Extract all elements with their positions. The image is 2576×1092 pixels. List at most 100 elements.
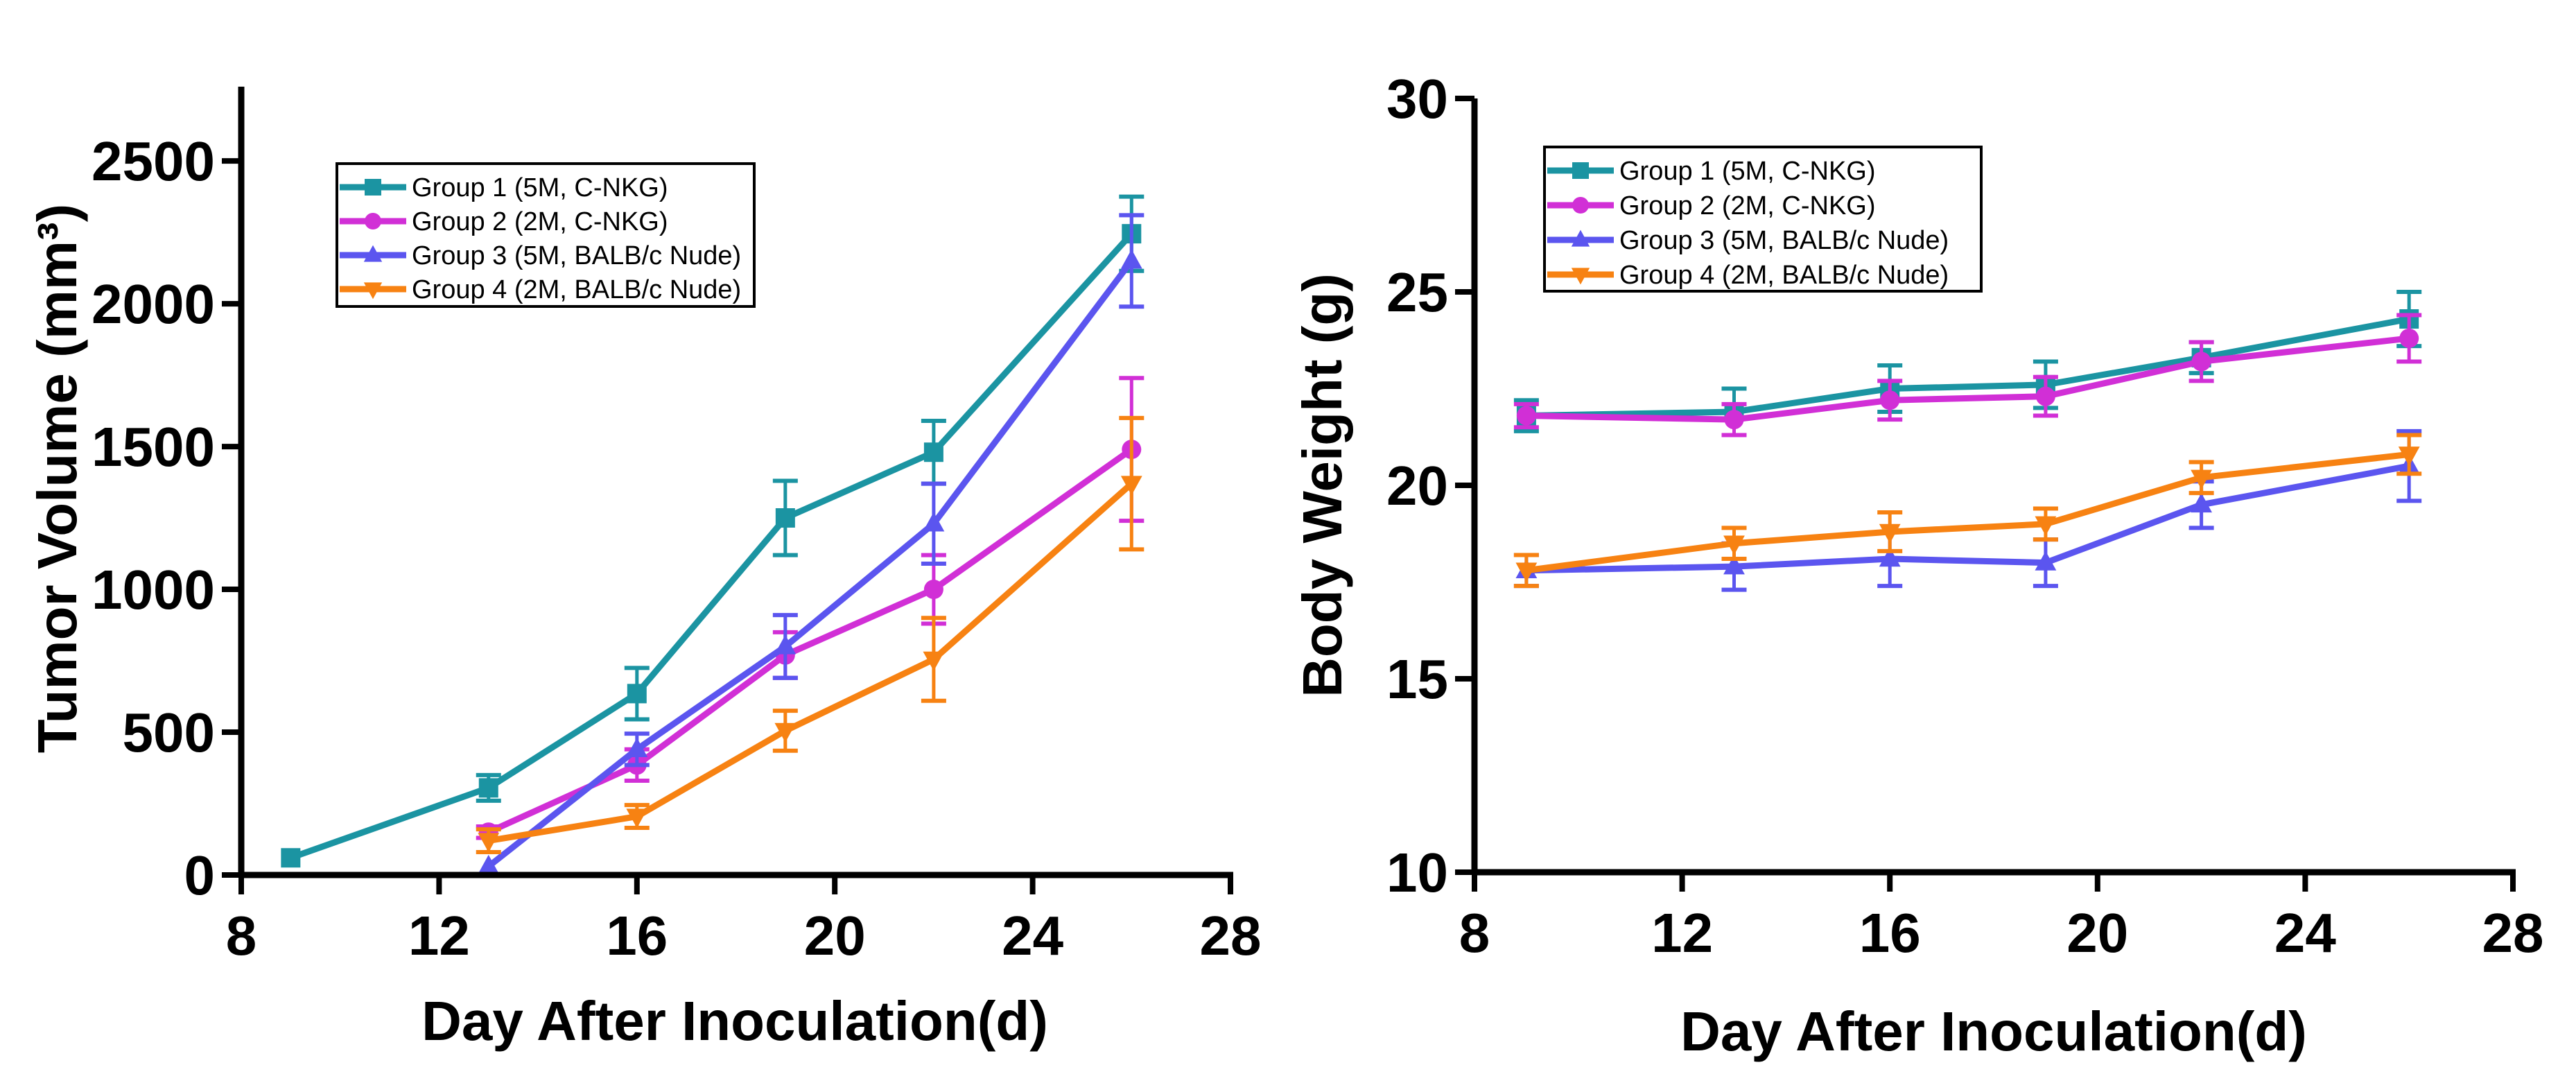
data-point bbox=[1120, 476, 1142, 496]
legend-frame bbox=[1543, 146, 1983, 293]
legend-item: Group 4 (2M, BALB/c Nude) bbox=[340, 275, 741, 304]
legend-label: Group 3 (5M, BALB/c Nude) bbox=[1619, 226, 1949, 255]
legend-item: Group 2 (2M, C-NKG) bbox=[340, 207, 668, 236]
data-point bbox=[1724, 410, 1744, 430]
data-point bbox=[626, 808, 648, 829]
series-line bbox=[1526, 315, 2410, 419]
weight-x-axis-title: Day After Inoculation(d) bbox=[1680, 1000, 2307, 1062]
tumor-series-4 bbox=[476, 415, 1145, 855]
tumor-x-tick-label: 16 bbox=[606, 905, 668, 967]
weight-x-tick-label: 8 bbox=[1459, 902, 1490, 964]
tumor-axes: 0 500 1000 1500 2000 2500 8 12 16 20 24 28 bbox=[92, 87, 1261, 967]
data-point bbox=[1120, 249, 1142, 269]
weight-plot-marks bbox=[1513, 290, 2422, 592]
tumor-y-tick-label: 1500 bbox=[92, 416, 215, 478]
weight-y-tick-label: 30 bbox=[1386, 68, 1448, 130]
weight-series-1 bbox=[1513, 290, 2422, 437]
tumor-y-tick-label: 500 bbox=[123, 702, 215, 763]
data-point bbox=[923, 442, 943, 462]
weight-x-tick-label: 12 bbox=[1651, 902, 1713, 964]
data-point bbox=[923, 512, 945, 532]
series-line bbox=[289, 232, 1134, 861]
tumor-x-axis-title: Day After Inoculation(d) bbox=[421, 990, 1048, 1052]
legend-item: Group 3 (5M, BALB/c Nude) bbox=[340, 241, 741, 270]
data-point bbox=[1879, 523, 1901, 544]
tumor-series-3 bbox=[478, 213, 1145, 874]
data-point bbox=[626, 737, 648, 757]
legend-item: Group 3 (5M, BALB/c Nude) bbox=[1547, 226, 1949, 255]
data-point bbox=[1516, 406, 1536, 426]
weight-y-tick-label: 10 bbox=[1386, 842, 1448, 903]
data-point bbox=[1723, 555, 1745, 575]
tumor-plot-marks bbox=[281, 194, 1145, 874]
tumor-x-tick-label: 20 bbox=[804, 905, 866, 967]
legend-label: Group 3 (5M, BALB/c Nude) bbox=[412, 241, 741, 270]
tumor-x-tick-label: 8 bbox=[226, 905, 257, 967]
weight-y-tick-label: 20 bbox=[1386, 455, 1448, 517]
data-point bbox=[1723, 535, 1745, 555]
tumor-x-tick-label: 28 bbox=[1200, 905, 1262, 967]
data-point bbox=[2035, 386, 2055, 406]
data-point bbox=[2399, 328, 2419, 348]
tumor-legend: Group 1 (5M, C-NKG) Group 2 (2M, C-NKG) Gr… bbox=[336, 162, 756, 308]
series-line bbox=[1526, 451, 2410, 574]
data-point bbox=[774, 722, 797, 743]
legend-swatch-marker bbox=[1571, 229, 1590, 247]
data-point bbox=[1880, 390, 1900, 410]
legend-label: Group 4 (2M, BALB/c Nude) bbox=[412, 275, 741, 304]
weight-x-tick-label: 16 bbox=[1859, 902, 1921, 964]
data-point bbox=[923, 580, 943, 600]
legend-frame bbox=[336, 162, 756, 308]
weight-x-tick-label: 28 bbox=[2482, 902, 2544, 964]
data-point bbox=[627, 684, 647, 704]
series-line bbox=[486, 259, 1134, 869]
tumor-y-tick-label: 2500 bbox=[92, 130, 215, 192]
data-point bbox=[1879, 547, 1901, 567]
weight-axes: 10 15 20 25 30 8 12 16 20 24 28 bbox=[1386, 68, 2543, 964]
legend-swatch-marker bbox=[363, 282, 383, 300]
data-point bbox=[281, 848, 301, 868]
data-point bbox=[2398, 447, 2420, 467]
tumor-volume-chart: 0 500 1000 1500 2000 2500 8 12 16 20 24 28 Day Afte… bbox=[26, 87, 1261, 1052]
tumor-x-tick-label: 12 bbox=[408, 905, 470, 967]
legend-label: Group 2 (2M, C-NKG) bbox=[1619, 191, 1876, 220]
series-line bbox=[1526, 462, 2410, 574]
data-point bbox=[2191, 352, 2211, 372]
tumor-series-2 bbox=[476, 376, 1145, 842]
data-point bbox=[775, 508, 795, 528]
weight-y-tick-label: 25 bbox=[1386, 261, 1448, 323]
data-point bbox=[478, 778, 498, 798]
weight-x-tick-label: 24 bbox=[2274, 902, 2336, 964]
series-line bbox=[1526, 335, 2410, 423]
data-point bbox=[923, 651, 945, 671]
legend-item: Group 1 (5M, C-NKG) bbox=[340, 173, 668, 202]
weight-y-axis-title: Body Weight (g) bbox=[1291, 273, 1353, 697]
legend-label: Group 1 (5M, C-NKG) bbox=[412, 173, 668, 202]
weight-x-tick-label: 20 bbox=[2066, 902, 2128, 964]
data-point bbox=[2191, 493, 2212, 513]
legend-item: Group 2 (2M, C-NKG) bbox=[1547, 191, 1876, 220]
weight-series-2 bbox=[1513, 313, 2422, 437]
legend-item: Group 1 (5M, C-NKG) bbox=[1547, 157, 1876, 186]
weight-y-tick-label: 15 bbox=[1386, 648, 1448, 710]
data-point bbox=[2191, 469, 2212, 489]
data-point bbox=[478, 854, 500, 874]
legend-swatch-marker bbox=[365, 213, 381, 229]
legend-label: Group 4 (2M, BALB/c Nude) bbox=[1619, 261, 1949, 290]
weight-legend: Group 1 (5M, C-NKG) Group 2 (2M, C-NKG) Gr… bbox=[1543, 146, 1983, 293]
tumor-y-tick-label: 2000 bbox=[92, 273, 215, 335]
legend-item: Group 4 (2M, BALB/c Nude) bbox=[1547, 261, 1949, 290]
legend-swatch-marker bbox=[363, 245, 383, 262]
legend-label: Group 2 (2M, C-NKG) bbox=[412, 207, 668, 236]
body-weight-chart: 10 15 20 25 30 8 12 16 20 24 28 Day After Inoculat… bbox=[1291, 68, 2543, 1062]
tumor-y-tick-label: 1000 bbox=[92, 559, 215, 621]
legend-label: Group 1 (5M, C-NKG) bbox=[1619, 157, 1876, 186]
data-point bbox=[1515, 562, 1538, 582]
tumor-y-axis-title: Tumor Volume (mm³) bbox=[26, 204, 88, 754]
weight-series-3 bbox=[1513, 428, 2422, 592]
legend-swatch-marker bbox=[1572, 162, 1589, 179]
weight-series-4 bbox=[1513, 433, 2422, 589]
legend-swatch-marker bbox=[1571, 268, 1590, 285]
data-point bbox=[774, 634, 797, 655]
